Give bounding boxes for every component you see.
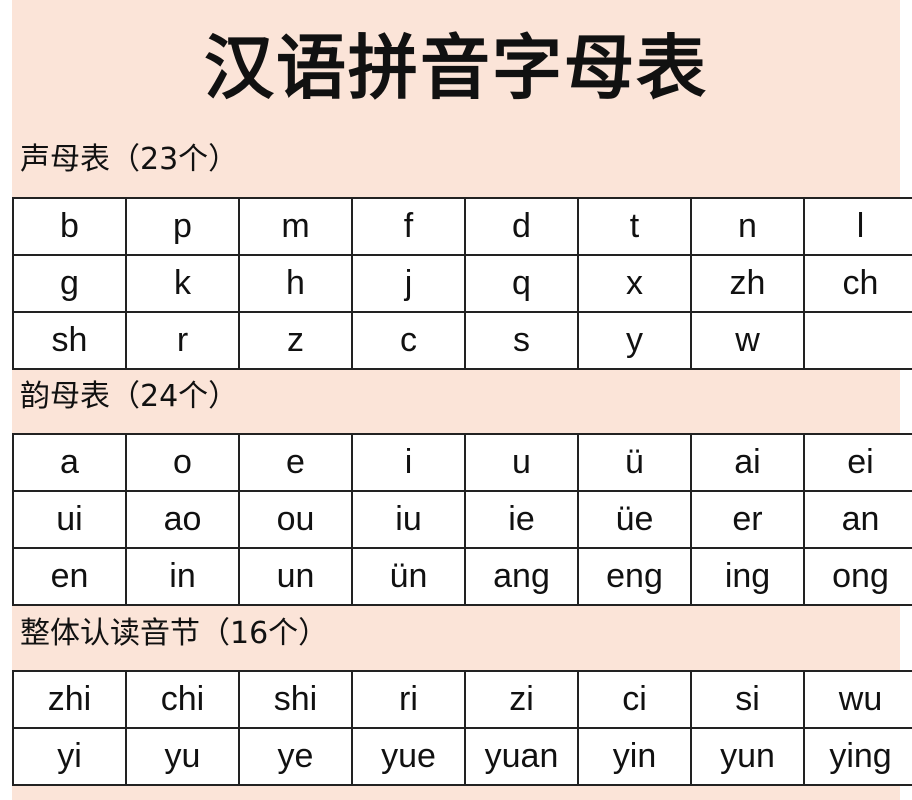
section-heading: 韵母表（24个） xyxy=(20,379,239,414)
pinyin-table: b p m f d t n l g k h j q x zh ch sh r z c s y w xyxy=(12,197,912,370)
pinyin-cell: t xyxy=(577,197,692,256)
pinyin-cell: r xyxy=(125,311,240,370)
section-heading: 声母表（23个） xyxy=(20,142,239,177)
pinyin-cell: l xyxy=(803,197,912,256)
pinyin-cell: ü xyxy=(577,433,692,492)
pinyin-cell: sh xyxy=(12,311,127,370)
pinyin-cell: yun xyxy=(690,727,805,786)
pinyin-cell: p xyxy=(125,197,240,256)
pinyin-cell: ch xyxy=(803,254,912,313)
pinyin-cell: e xyxy=(238,433,353,492)
pinyin-cell: ei xyxy=(803,433,912,492)
pinyin-table: a o e i u ü ai ei ui ao ou iu ie üe er an en in un ün ang eng… xyxy=(12,433,912,606)
pinyin-cell: ui xyxy=(12,490,127,549)
pinyin-cell: q xyxy=(464,254,579,313)
pinyin-cell: j xyxy=(351,254,466,313)
pinyin-cell: u xyxy=(464,433,579,492)
pinyin-cell: n xyxy=(690,197,805,256)
pinyin-cell: y xyxy=(577,311,692,370)
pinyin-cell: in xyxy=(125,547,240,606)
pinyin-cell: üe xyxy=(577,490,692,549)
table-row: sh r z c s y w xyxy=(12,311,912,370)
pinyin-cell: iu xyxy=(351,490,466,549)
pinyin-cell: x xyxy=(577,254,692,313)
pinyin-cell: ing xyxy=(690,547,805,606)
pinyin-cell: er xyxy=(690,490,805,549)
section-heading: 整体认读音节（16个） xyxy=(20,616,329,651)
pinyin-cell: a xyxy=(12,433,127,492)
table-row: zhi chi shi ri zi ci si wu xyxy=(12,670,912,729)
pinyin-cell: yu xyxy=(125,727,240,786)
pinyin-cell: c xyxy=(351,311,466,370)
pinyin-cell: yuan xyxy=(464,727,579,786)
pinyin-cell: o xyxy=(125,433,240,492)
pinyin-cell: ou xyxy=(238,490,353,549)
pinyin-cell: yi xyxy=(12,727,127,786)
table-row: a o e i u ü ai ei xyxy=(12,433,912,492)
pinyin-cell: ci xyxy=(577,670,692,729)
pinyin-table: zhi chi shi ri zi ci si wu yi yu ye yue yuan yin yun yi… xyxy=(12,670,912,786)
pinyin-cell: ri xyxy=(351,670,466,729)
pinyin-cell: un xyxy=(238,547,353,606)
page-background xyxy=(12,0,900,800)
pinyin-cell: i xyxy=(351,433,466,492)
pinyin-cell: g xyxy=(12,254,127,313)
pinyin-cell: eng xyxy=(577,547,692,606)
pinyin-cell: ai xyxy=(690,433,805,492)
pinyin-cell: f xyxy=(351,197,466,256)
pinyin-cell: d xyxy=(464,197,579,256)
pinyin-cell xyxy=(803,311,912,370)
pinyin-cell: ying xyxy=(803,727,912,786)
pinyin-cell: zhi xyxy=(12,670,127,729)
pinyin-cell: si xyxy=(690,670,805,729)
pinyin-cell: b xyxy=(12,197,127,256)
pinyin-cell: shi xyxy=(238,670,353,729)
pinyin-cell: en xyxy=(12,547,127,606)
pinyin-cell: wu xyxy=(803,670,912,729)
pinyin-cell: h xyxy=(238,254,353,313)
pinyin-cell: yin xyxy=(577,727,692,786)
pinyin-cell: ang xyxy=(464,547,579,606)
pinyin-cell: ün xyxy=(351,547,466,606)
pinyin-cell: z xyxy=(238,311,353,370)
pinyin-cell: m xyxy=(238,197,353,256)
page-title: 汉语拼音字母表 xyxy=(204,27,708,109)
pinyin-cell: yue xyxy=(351,727,466,786)
pinyin-cell: k xyxy=(125,254,240,313)
pinyin-cell: ong xyxy=(803,547,912,606)
pinyin-cell: s xyxy=(464,311,579,370)
pinyin-cell: ao xyxy=(125,490,240,549)
table-row: yi yu ye yue yuan yin yun ying xyxy=(12,727,912,786)
pinyin-cell: zh xyxy=(690,254,805,313)
pinyin-cell: zi xyxy=(464,670,579,729)
pinyin-cell: an xyxy=(803,490,912,549)
pinyin-cell: ye xyxy=(238,727,353,786)
pinyin-cell: chi xyxy=(125,670,240,729)
pinyin-cell: w xyxy=(690,311,805,370)
table-row: g k h j q x zh ch xyxy=(12,254,912,313)
table-row: en in un ün ang eng ing ong xyxy=(12,547,912,606)
pinyin-cell: ie xyxy=(464,490,579,549)
table-row: ui ao ou iu ie üe er an xyxy=(12,490,912,549)
